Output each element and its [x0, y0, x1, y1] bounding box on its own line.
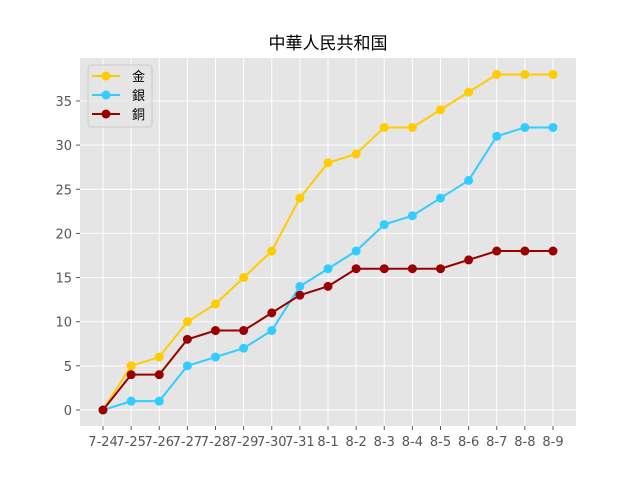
data-point	[295, 193, 305, 203]
x-tick-label: 7-24	[88, 435, 118, 450]
data-point	[323, 281, 333, 291]
x-tick-label: 8-9	[542, 435, 563, 450]
data-point	[211, 352, 220, 362]
data-point	[267, 326, 277, 336]
data-point	[154, 352, 164, 362]
x-tick-label: 7-31	[285, 435, 315, 450]
legend-marker-icon	[101, 71, 111, 81]
data-point	[126, 396, 136, 406]
data-point	[154, 396, 164, 406]
data-point	[182, 317, 192, 327]
data-point	[379, 122, 389, 132]
y-tick-label: 30	[55, 139, 72, 154]
data-point	[379, 220, 389, 230]
data-point	[407, 122, 417, 132]
y-tick-label: 20	[55, 227, 72, 242]
data-point	[520, 246, 530, 256]
legend-item: 銀	[92, 89, 145, 104]
x-tick-label: 7-29	[229, 435, 259, 450]
series-lines	[98, 69, 558, 415]
data-point	[239, 273, 249, 283]
x-tick-label: 7-25	[116, 435, 146, 450]
data-point	[436, 105, 445, 115]
x-tick-label: 8-8	[514, 435, 535, 450]
x-tick-label: 7-27	[173, 435, 203, 450]
data-point	[351, 264, 361, 274]
data-point	[239, 343, 249, 353]
x-tick-label: 8-4	[402, 435, 423, 450]
data-point	[464, 175, 474, 185]
data-point	[351, 246, 361, 256]
x-tick-label: 8-6	[458, 435, 479, 450]
y-tick-label: 0	[64, 404, 72, 419]
y-tick-label: 15	[55, 272, 72, 287]
data-point	[267, 308, 277, 318]
data-point	[211, 326, 220, 336]
chart-title: 中華人民共和国	[269, 34, 388, 54]
data-point	[464, 255, 474, 265]
data-point	[407, 211, 417, 221]
data-point	[267, 246, 277, 256]
x-tick-label: 8-3	[374, 435, 395, 450]
data-point	[323, 264, 333, 274]
data-point	[126, 370, 136, 380]
data-point	[436, 264, 445, 274]
data-point	[295, 290, 305, 300]
series-金	[98, 69, 558, 415]
data-point	[126, 361, 136, 371]
legend: 金銀銅	[87, 64, 153, 128]
x-axis: 7-247-257-267-277-287-297-307-31 8-1 8-2 8-…	[88, 426, 564, 450]
y-tick-label: 5	[64, 360, 72, 375]
data-point	[379, 264, 389, 274]
y-tick-label: 35	[55, 95, 72, 110]
x-tick-label: 8-2	[346, 435, 367, 450]
legend-label: 金	[132, 69, 145, 85]
legend-marker-icon	[101, 109, 111, 119]
series-銅	[98, 246, 558, 415]
y-tick-label: 10	[55, 316, 72, 331]
x-tick-label: 8-5	[430, 435, 451, 450]
data-point	[464, 87, 474, 97]
x-tick-label: 7-28	[201, 435, 231, 450]
legend-label: 銅	[132, 108, 145, 123]
data-point	[154, 370, 164, 380]
data-point	[182, 361, 192, 371]
data-point	[323, 158, 333, 168]
data-point	[295, 281, 305, 291]
data-point	[492, 246, 502, 256]
data-point	[98, 405, 108, 415]
y-tick-label: 25	[55, 183, 72, 198]
legend-item: 銅	[92, 108, 145, 123]
data-point	[548, 246, 558, 256]
x-tick-label: 8-1	[317, 435, 338, 450]
x-tick-label: 7-30	[257, 435, 287, 450]
legend-marker-icon	[101, 90, 111, 100]
data-point	[239, 326, 249, 336]
data-point	[436, 193, 445, 203]
data-point	[520, 122, 530, 132]
data-point	[182, 334, 192, 344]
data-point	[520, 69, 530, 79]
x-tick-label: 7-26	[144, 435, 174, 450]
x-tick-label: 8-7	[486, 435, 507, 450]
data-point	[548, 69, 558, 79]
legend-item: 金	[92, 69, 145, 85]
data-point	[548, 122, 558, 132]
data-point	[492, 131, 502, 141]
legend-label: 銀	[132, 89, 145, 104]
data-point	[407, 264, 417, 274]
y-axis: 0 5 10 15 20 25 30 35	[55, 95, 80, 419]
data-point	[211, 299, 220, 309]
data-point	[492, 69, 502, 79]
data-point	[351, 149, 361, 159]
